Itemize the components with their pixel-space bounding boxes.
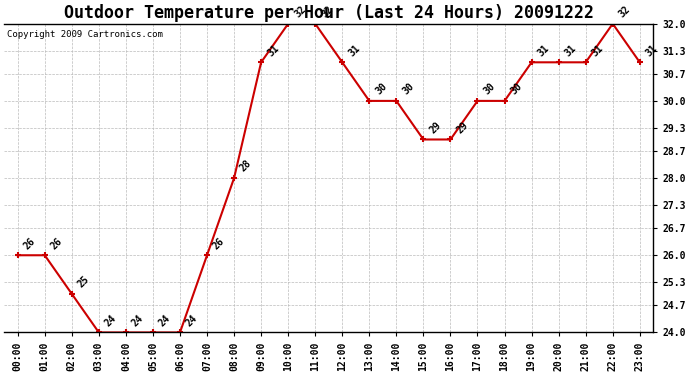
Text: 26: 26 (22, 236, 37, 251)
Text: 31: 31 (535, 43, 551, 58)
Text: 29: 29 (428, 120, 443, 135)
Text: 31: 31 (590, 43, 605, 58)
Title: Outdoor Temperature per Hour (Last 24 Hours) 20091222: Outdoor Temperature per Hour (Last 24 Ho… (63, 4, 593, 22)
Text: Copyright 2009 Cartronics.com: Copyright 2009 Cartronics.com (8, 30, 164, 39)
Text: 31: 31 (644, 43, 660, 58)
Text: 30: 30 (373, 81, 389, 97)
Text: 24: 24 (184, 313, 199, 328)
Text: 25: 25 (76, 274, 91, 290)
Text: 30: 30 (482, 81, 497, 97)
Text: 30: 30 (400, 81, 416, 97)
Text: 31: 31 (346, 43, 362, 58)
Text: 26: 26 (49, 236, 64, 251)
Text: 31: 31 (265, 43, 281, 58)
Text: 24: 24 (157, 313, 172, 328)
Text: 29: 29 (455, 120, 470, 135)
Text: 24: 24 (103, 313, 119, 328)
Text: 30: 30 (509, 81, 524, 97)
Text: 31: 31 (563, 43, 578, 58)
Text: 24: 24 (130, 313, 146, 328)
Text: 32: 32 (319, 4, 335, 20)
Text: 28: 28 (238, 159, 254, 174)
Text: 26: 26 (211, 236, 226, 251)
Text: 32: 32 (617, 4, 632, 20)
Text: 32: 32 (293, 4, 308, 20)
